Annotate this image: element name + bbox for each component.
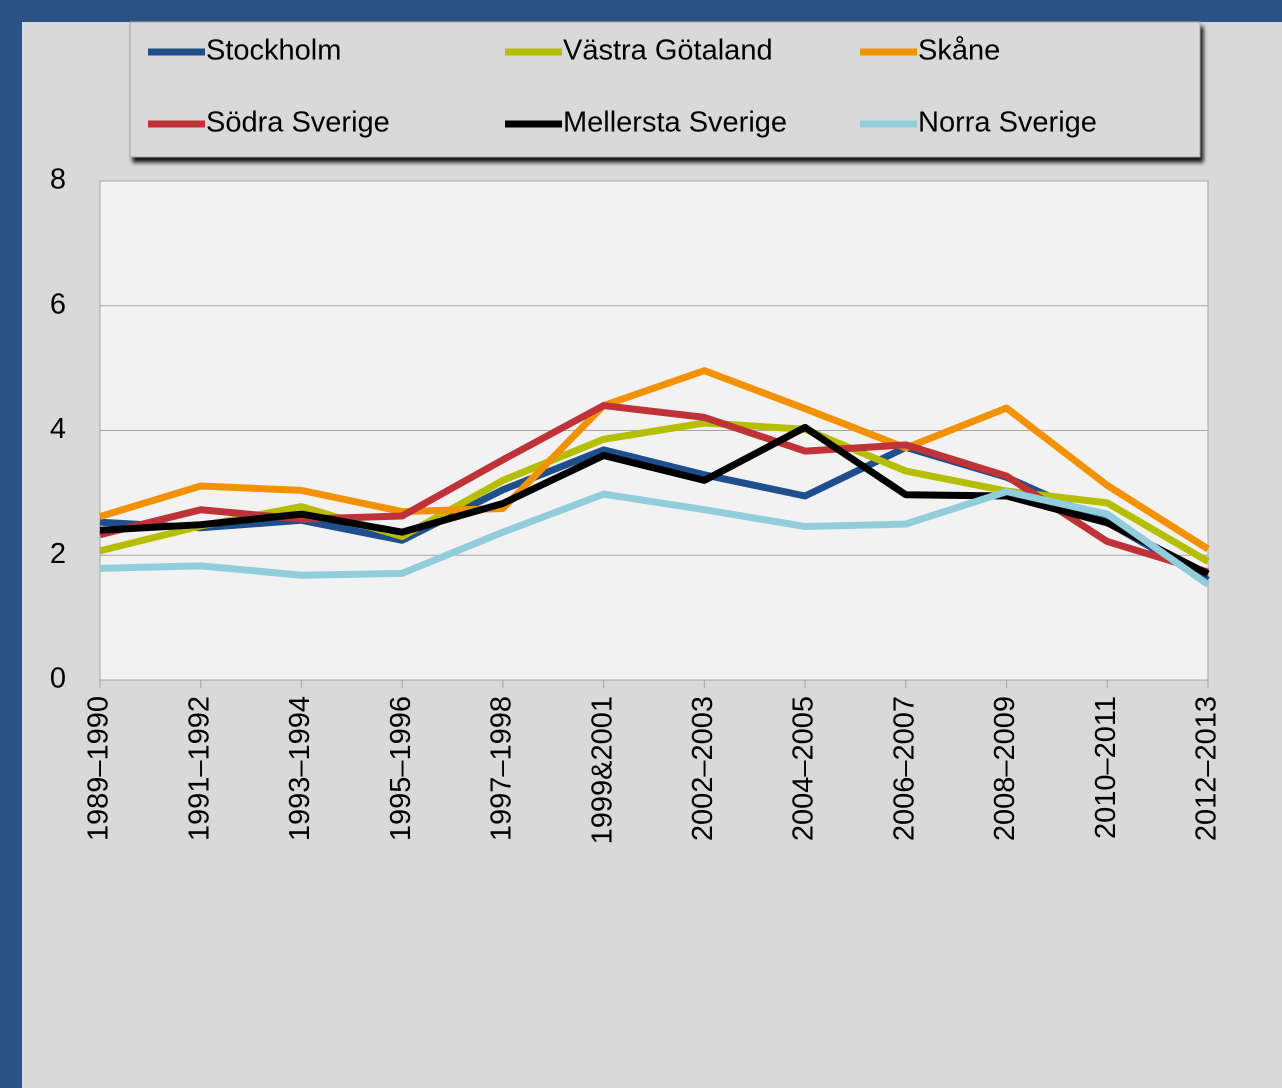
y-tick-label: 0 (50, 663, 66, 695)
x-tick-label: 1997–1998 (486, 696, 518, 841)
x-tick-label: 1991–1992 (183, 696, 215, 841)
y-tick-label: 8 (50, 164, 66, 196)
legend (129, 21, 1201, 158)
x-tick-label: 2006–2007 (888, 696, 920, 841)
x-tick-label: 2012–2013 (1191, 696, 1223, 841)
series-line (99, 423, 1210, 578)
series-line (99, 488, 1211, 588)
x-tick-label: 1993–1994 (284, 696, 316, 841)
y-tick-label: 2 (50, 538, 66, 570)
legend-label: Mellersta Sverige (563, 107, 787, 139)
y-tick-label: 4 (50, 413, 66, 445)
x-tick-label: 2002–2003 (687, 696, 719, 841)
x-tick-label: 1999&2001 (586, 696, 618, 844)
legend-label: Skåne (918, 35, 1000, 67)
legend-label: Västra Götaland (563, 35, 773, 67)
x-tick-label: 2008–2009 (989, 696, 1021, 841)
x-tick-label: 2004–2005 (788, 696, 820, 841)
series-line (98, 367, 1210, 552)
legend-label: Stockholm (206, 35, 341, 67)
x-tick-label: 1995–1996 (385, 696, 417, 841)
y-tick-label: 6 (50, 288, 66, 320)
x-tick-label: 2010–2011 (1090, 696, 1122, 839)
legend-label: Södra Sverige (206, 107, 390, 139)
x-tick-label: 1989–1990 (83, 696, 115, 841)
legend-label: Norra Sverige (918, 107, 1097, 139)
